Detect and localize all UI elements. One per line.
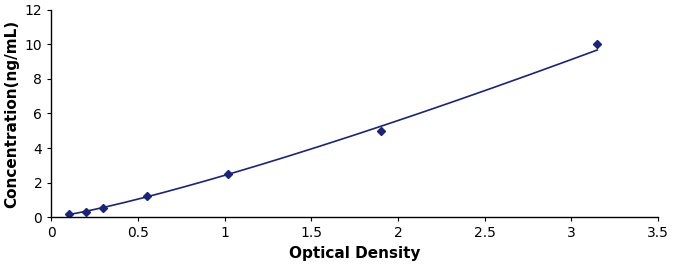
X-axis label: Optical Density: Optical Density [289,246,421,261]
Y-axis label: Concentration(ng/mL): Concentration(ng/mL) [4,19,19,207]
